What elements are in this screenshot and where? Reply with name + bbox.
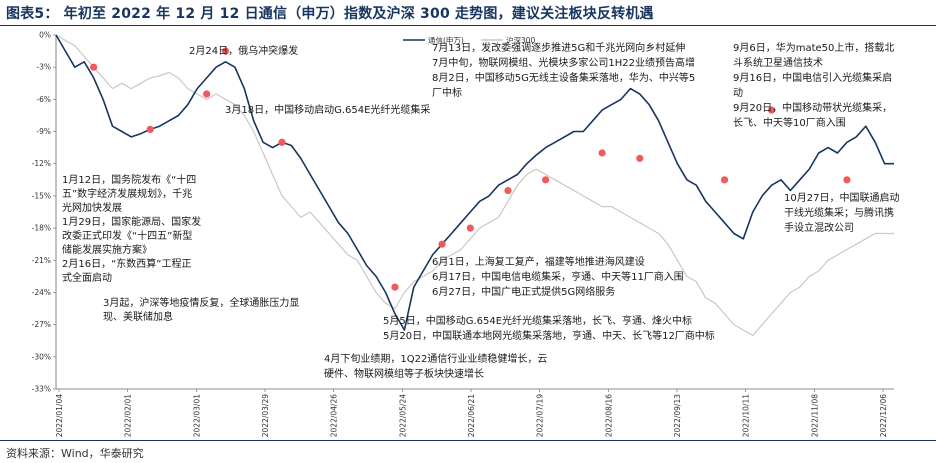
annotation-text: 9月16日，中国电信引入光缆集采启 (733, 71, 892, 84)
annotation-text: 2月16日，“东数西算”工程正 (62, 257, 191, 270)
y-tick-label: -21% (32, 256, 51, 265)
annotation-text: 3月起，沪深等地疫情反复，全球通胀压力显 (103, 296, 299, 309)
annotation-text: 6月17日，中国电信电缆集采，亨通、中天等11厂商入围 (432, 270, 684, 283)
chart-title: 图表5： 年初至 2022 年 12 月 12 日通信（申万）指数及沪深 300… (6, 6, 654, 22)
x-tick-label: 2022/09/13 (673, 394, 682, 437)
legend-label-csi300: 沪深300 (506, 35, 536, 45)
annotation-text: 厂中标 (432, 86, 462, 99)
y-tick-label: -33% (32, 385, 51, 394)
event-marker (203, 90, 211, 98)
x-tick-label: 2022/06/21 (467, 394, 476, 437)
event-marker (636, 154, 644, 162)
x-tick-label: 2022/12/06 (879, 394, 888, 437)
x-tick-label: 2022/04/26 (330, 394, 339, 437)
annotation-text: 7月中旬，物联网模组、光模块多家公司1H22业绩预告高增 (432, 56, 695, 69)
y-tick-label: -12% (32, 159, 51, 168)
annotation-text: 5月20日，中国联通本地网光缆集采落地，亨通、中天、长飞等12厂商中标 (383, 329, 715, 342)
bottom-rule (0, 440, 936, 441)
annotation-text: 2月24日，俄乌冲突爆发 (189, 44, 298, 57)
x-tick-label: 2022/08/16 (604, 394, 613, 437)
y-tick-label: -24% (32, 288, 51, 297)
legend-label-telecom: 通信(申万) (428, 35, 464, 45)
y-tick-label: -9% (36, 127, 51, 136)
annotation-text: 现、美联储加息 (103, 310, 173, 323)
y-tick-label: -6% (36, 95, 51, 104)
title-bar: 图表5： 年初至 2022 年 12 月 12 日通信（申万）指数及沪深 300… (0, 0, 936, 26)
annotation-text: 3月18日，中国移动启动G.654E光纤光缆集采 (225, 103, 430, 116)
series-line-csi300 (55, 34, 894, 336)
annotation-text: 1月29日，国家能源局、国家发 (62, 215, 201, 228)
event-marker (466, 224, 474, 232)
x-tick-label: 2022/10/11 (742, 394, 751, 437)
y-tick-label: -18% (32, 224, 51, 233)
annotation-text: 斗系统卫星通信技术 (733, 56, 823, 69)
event-marker (391, 283, 399, 291)
x-tick-label: 2022/11/08 (810, 394, 819, 437)
y-tick-label: -30% (32, 352, 51, 361)
event-marker (767, 106, 776, 114)
annotation-text: 6月1日，上海复工复产，福建等地推进海风建设 (432, 255, 645, 268)
annotation-text: 手设立混改公司 (784, 221, 854, 234)
x-tick-label: 2022/02/01 (124, 394, 133, 437)
annotation-text: 式全面启动 (62, 271, 112, 284)
event-marker (90, 63, 98, 71)
event-marker (542, 176, 550, 184)
annotation-text: 8月2日，中国移动5G无线主设备集采落地，华为、中兴等5 (432, 71, 695, 84)
event-marker (504, 186, 512, 195)
event-marker (598, 149, 606, 157)
event-marker (438, 240, 446, 248)
annotation-text: 6月27日，中国广电正式提供5G网络服务 (432, 285, 615, 298)
annotation-text: 7月13日，发改委强调逐步推进5G和千兆光网向乡村延伸 (432, 41, 685, 54)
annotation-text: 光网加快发展 (62, 201, 122, 214)
annotation-text: 10月27日，中国联通启动 (784, 191, 899, 204)
x-tick-label: 2022/05/24 (398, 394, 407, 437)
x-tick-label: 2022/01/04 (55, 394, 64, 437)
annotation-text: 1月12日，国务院发布《“十四 (62, 173, 196, 186)
y-tick-label: -3% (36, 63, 51, 72)
annotation-text: 长飞、中天等10厂商入围 (733, 116, 846, 129)
y-tick-label: -27% (32, 320, 51, 329)
annotation-text: 五”数字经济发展规划》，千兆 (62, 187, 192, 200)
annotation-text: 动 (733, 87, 743, 99)
y-tick-label: -15% (32, 191, 51, 200)
event-marker (278, 138, 286, 146)
annotation-text: 改委正式印发《“十四五”新型 (62, 229, 192, 242)
event-marker (146, 125, 154, 133)
annotation-text: 9月6日，华为mate50上市，搭载北 (733, 41, 894, 54)
event-marker (221, 47, 230, 55)
x-tick-label: 2022/07/19 (536, 394, 545, 437)
source-note: 资料来源：Wind，华泰研究 (6, 447, 144, 460)
x-tick-label: 2022/03/29 (261, 394, 270, 437)
annotation-text: 4月下旬业绩期，1Q22通信行业业绩稳健增长，云 (324, 352, 547, 365)
event-marker (720, 176, 729, 184)
x-tick-label: 2022/03/01 (192, 394, 201, 437)
annotation-text: 干线光缆集采；与腾讯携 (784, 206, 894, 219)
annotation-text: 5月5日，中国移动G.654E光纤光缆集采落地，长飞、亨通、烽火中标 (383, 314, 692, 327)
event-marker (843, 176, 851, 184)
series-line-telecom (55, 34, 894, 331)
annotation-text: 硬件、物联网模组等子板块快速增长 (324, 367, 484, 380)
annotation-text: 9月20日，中国移动带状光缆集采， (733, 101, 892, 114)
y-tick-label: 0% (39, 31, 51, 40)
annotation-text: 储能发展实施方案》 (62, 243, 152, 256)
